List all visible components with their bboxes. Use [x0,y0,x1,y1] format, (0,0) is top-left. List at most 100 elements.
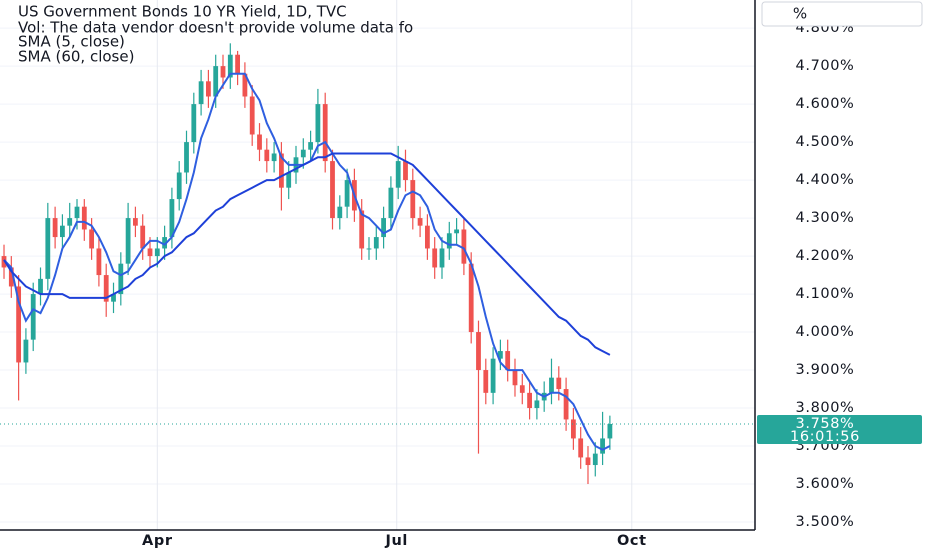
candle-body [337,206,343,219]
price-axis: 3.500%3.600%3.700%3.800%3.900%4.000%4.10… [756,0,932,550]
candle-body [322,104,328,162]
candle-body [176,172,182,200]
candle-body [125,218,131,264]
candle-body [381,218,386,238]
chart-title: US Government Bonds 10 YR Yield, 1D, TVC [18,3,347,21]
candle-body [446,233,452,249]
candle-body [344,180,350,207]
candle-body [563,389,569,420]
candle-body [483,370,489,393]
candle-body [198,81,204,105]
candle-body [96,248,102,276]
candle-body [300,149,306,158]
candle-body [249,96,255,135]
candle-body [519,385,525,393]
candle-body [191,104,197,143]
candle-body [147,248,153,257]
legend-entry: SMA (60, close) [18,48,134,66]
candle-body [286,172,292,188]
candle-body [154,248,160,257]
y-tick-label: 4.000% [796,324,855,340]
last-price-box [757,415,922,444]
candle-body [315,104,321,143]
y-tick-label: 4.200% [796,248,855,264]
candle-body [67,218,73,226]
candle-body [592,453,598,466]
candle-body [227,54,233,78]
axis-background [756,0,932,550]
y-tick-label: 3.900% [796,362,855,378]
candle-body [607,424,613,439]
candle-body [235,54,241,74]
candle-body [570,419,576,439]
marks [0,43,755,485]
candle-body [556,377,562,390]
candle-body [308,142,313,150]
y-tick-label: 4.400% [796,172,855,188]
candle-body [206,81,211,97]
y-tick-label: 4.300% [796,210,855,226]
y-tick-label: 3.500% [796,514,855,530]
candle-body [74,206,80,219]
candle-body [8,267,14,287]
candle-body [220,66,226,78]
candle-body [81,206,87,230]
y-tick-label: 4.600% [796,96,855,112]
candle-body [23,339,29,363]
candle-body [432,248,438,268]
candle-body [388,187,394,219]
candle-body [257,134,262,150]
x-tick-label: Jul [384,533,408,549]
candle-body [600,438,605,454]
candle-body [410,180,416,219]
candle-body [89,229,95,249]
candle-body [162,237,168,249]
unit-label: % [793,5,807,23]
x-tick-label: Oct [617,533,647,549]
candle-body [585,457,591,466]
y-tick-label: 4.500% [796,134,855,150]
candle-body [45,218,51,279]
candle-body [490,358,496,393]
candle-body [512,370,518,386]
candle-body [271,153,277,162]
legend-entry: SMA (5, close) [18,33,125,51]
last-price-label: 3.758% [796,416,855,432]
candle-body [534,400,540,409]
sma-line [3,152,611,356]
candle-body [373,237,379,249]
volume-note: Vol: The data vendor doesn't provide vol… [18,19,413,37]
candle-body [578,438,584,458]
candle-body [468,263,474,333]
candle-body [242,73,248,97]
candle-body [52,218,58,238]
candle-body [527,392,532,409]
candle-body [118,263,124,295]
countdown-label: 16:01:56 [790,429,860,445]
y-tick-label: 4.700% [796,58,855,74]
y-tick-label: 3.600% [796,476,855,492]
candle-body [38,278,43,295]
candle-body [140,225,146,249]
candle-body [461,229,467,264]
candle-body [264,149,270,162]
candle-body [184,142,189,173]
candle-body [366,248,372,250]
candle-body [213,66,219,97]
candle-body [16,286,22,363]
x-tick-label: Apr [142,533,173,549]
candle-body [279,153,284,188]
candle-body [30,294,36,340]
y-tick-label: 3.800% [796,400,855,416]
candle-body [169,199,175,238]
candle-body [497,351,503,359]
candle-body [133,218,138,226]
candle-body [103,275,109,302]
candle-body [60,225,65,238]
candle-body [505,351,511,371]
candle-body [417,218,423,226]
candle-body [424,225,430,249]
unit-box[interactable] [761,1,923,27]
candle-body [111,294,116,302]
